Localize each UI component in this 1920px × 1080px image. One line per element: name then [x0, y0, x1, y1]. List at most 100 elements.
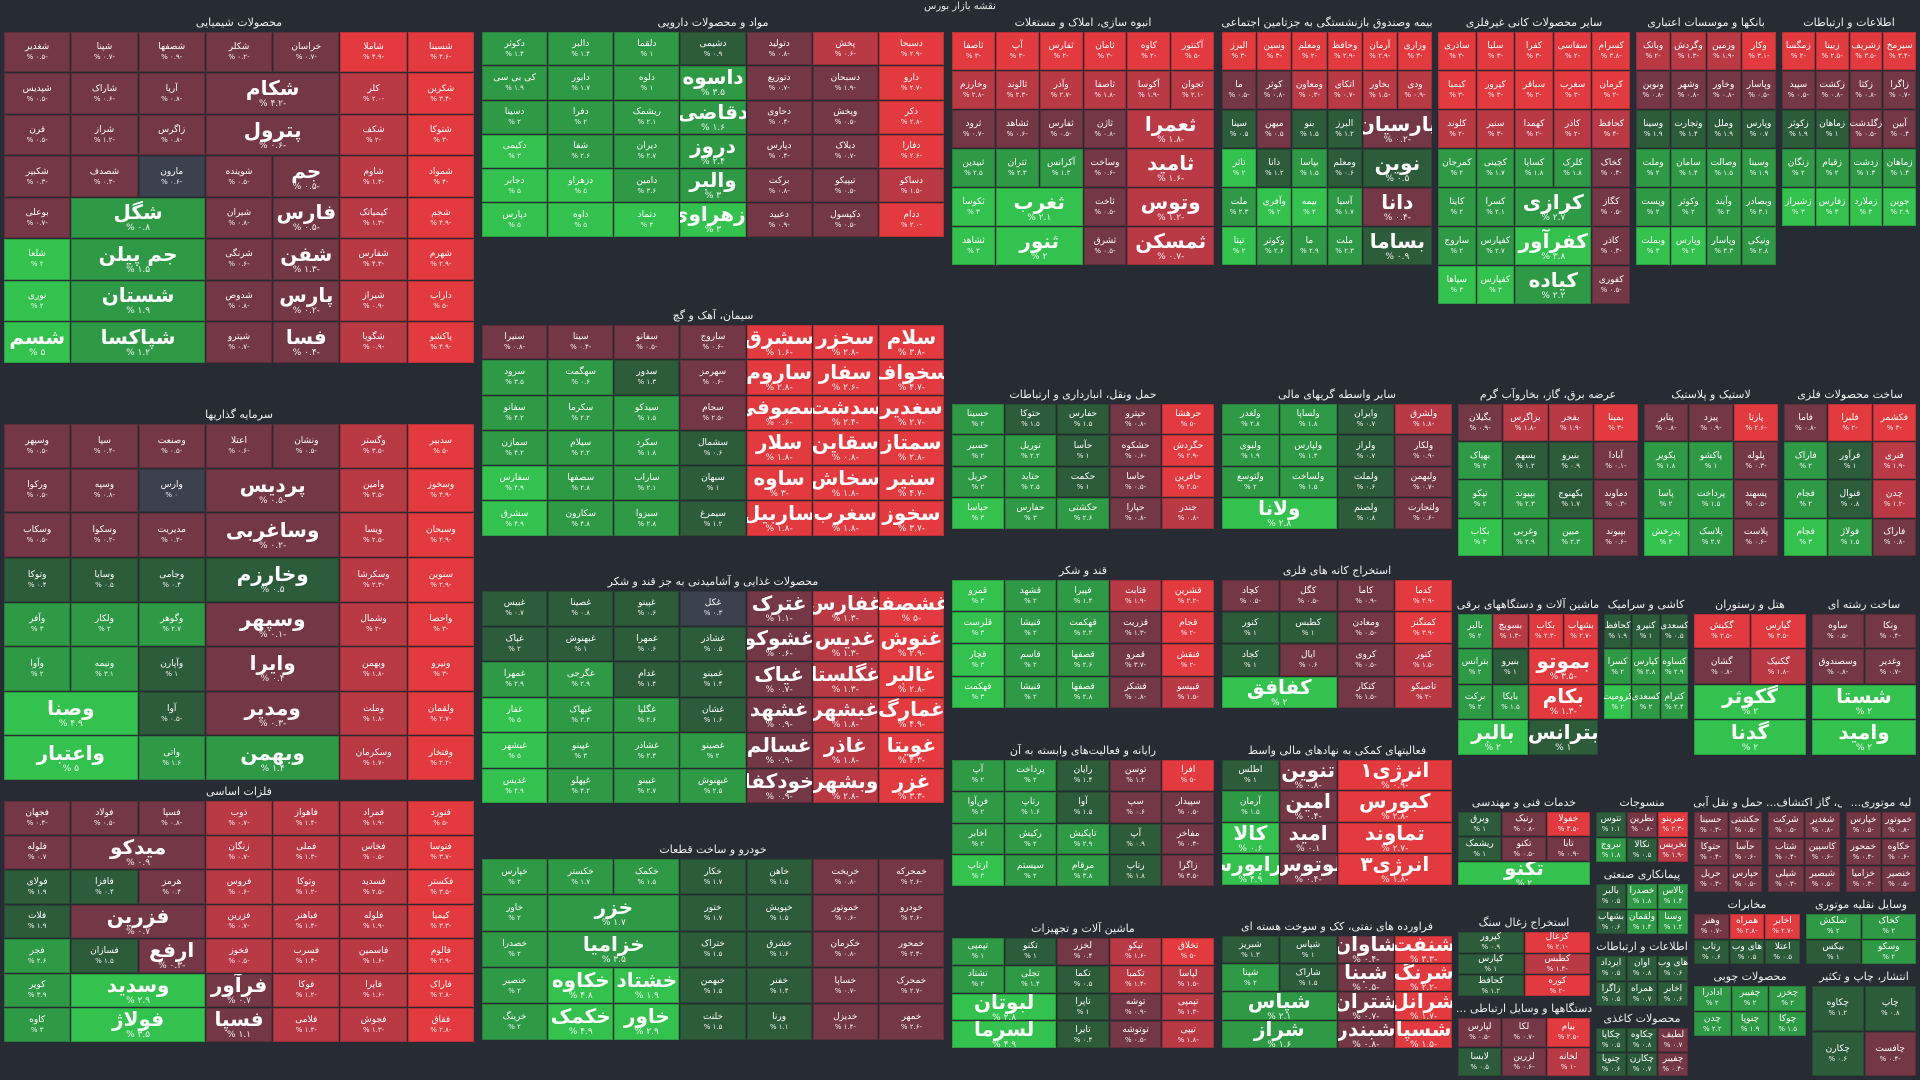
- stock-tile[interactable]: ملت ۲.۳ %: [1222, 188, 1257, 226]
- stock-tile[interactable]: لوتوس-۰.۴ %: [1279, 854, 1337, 885]
- stock-tile[interactable]: وسکوا -۰.۲ %: [71, 513, 138, 557]
- stock-tile[interactable]: غترک -۱.۱ %: [746, 591, 812, 626]
- stock-tile[interactable]: کمرجان ۲ %: [1438, 149, 1476, 187]
- stock-tile[interactable]: شتاب -۰.۴ %: [1768, 839, 1804, 865]
- stock-tile[interactable]: نبروج ۱.۸ %: [1596, 837, 1626, 862]
- stock-tile[interactable]: فن‌آوا ۲ %: [952, 791, 1004, 823]
- stock-tile[interactable]: شپاکسا ۱.۲ %: [71, 322, 205, 363]
- stock-tile[interactable]: شغدیر -۰.۵ %: [4, 32, 71, 73]
- stock-tile[interactable]: کچاد -۰.۵ %: [1222, 580, 1279, 612]
- stock-tile[interactable]: زشیراز ۳ %: [1782, 188, 1815, 226]
- stock-tile[interactable]: کساپا ۱.۸ %: [1515, 149, 1553, 187]
- stock-tile[interactable]: حفارس ۳ %: [1004, 498, 1057, 529]
- stock-tile[interactable]: سجام -۲.۵ %: [680, 395, 746, 430]
- stock-tile[interactable]: کدما -۲.۹ %: [1395, 580, 1452, 612]
- stock-tile[interactable]: دفرا ۲ %: [548, 100, 614, 134]
- stock-tile[interactable]: ثفارس -۲ %: [1039, 32, 1083, 70]
- stock-tile[interactable]: تابا -۰.۹ %: [1546, 836, 1590, 861]
- stock-tile[interactable]: وملت -۱.۸ %: [340, 691, 407, 736]
- stock-tile[interactable]: آریا -۰.۸ %: [138, 73, 205, 114]
- stock-tile[interactable]: ثشرق -۰.۵ %: [1083, 227, 1127, 265]
- stock-tile[interactable]: خموتور -۰.۸ %: [1881, 812, 1916, 838]
- stock-tile[interactable]: شاوان -۰.۴ %: [1337, 936, 1395, 964]
- stock-tile[interactable]: حپترو -۰.۸ %: [1109, 404, 1162, 435]
- stock-tile[interactable]: فنورد -۵ %: [407, 801, 474, 835]
- stock-tile[interactable]: ریشمک ۲.۱ %: [614, 100, 680, 134]
- stock-tile[interactable]: تپمپی ۱ %: [952, 938, 1004, 965]
- stock-tile[interactable]: ددام -۲.۰ %: [878, 203, 944, 237]
- stock-tile[interactable]: بیام -۲.۵ %: [1546, 1018, 1590, 1047]
- stock-tile[interactable]: مرقام ۳.۸ %: [1057, 855, 1109, 887]
- stock-tile[interactable]: لطیف ۰.۷ %: [1658, 1028, 1688, 1052]
- stock-tile[interactable]: شدوص -۰.۸ %: [205, 280, 273, 322]
- stock-tile[interactable]: پاسا ۲ %: [1644, 480, 1688, 518]
- stock-tile[interactable]: ساروج -۰.۶ %: [680, 325, 746, 360]
- stock-tile[interactable]: فمراد -۱.۹ %: [340, 801, 407, 835]
- stock-tile[interactable]: کرازی ۲.۷ %: [1515, 188, 1592, 226]
- stock-tile[interactable]: خفنر ۱.۴ %: [746, 967, 812, 1004]
- stock-tile[interactable]: ملت ۲.۳ %: [1327, 227, 1362, 265]
- stock-tile[interactable]: شبصیر -۰.۵ %: [1804, 866, 1840, 892]
- stock-tile[interactable]: ولملت ۰.۶ %: [1337, 466, 1395, 498]
- stock-tile[interactable]: غاذر -۱.۸ %: [812, 733, 878, 768]
- stock-tile[interactable]: لسرما ۴.۹ %: [952, 1021, 1057, 1049]
- stock-tile[interactable]: فجهان -۰.۴ %: [4, 801, 71, 835]
- stock-tile[interactable]: غیاک -۰.۷ %: [746, 662, 812, 697]
- stock-tile[interactable]: ساروم -۲.۸ %: [746, 360, 812, 395]
- stock-tile[interactable]: تنوین -۰.۸ %: [1279, 760, 1337, 791]
- stock-tile[interactable]: فاراک -۰.۸ %: [1872, 518, 1916, 556]
- stock-tile[interactable]: کگاز -۰.۵ %: [1592, 188, 1630, 226]
- stock-tile[interactable]: وتوکا ۰.۴ %: [4, 557, 71, 602]
- stock-tile[interactable]: کبورس -۲.۸ %: [1337, 791, 1452, 822]
- stock-tile[interactable]: لخزر ۰.۴ %: [1057, 938, 1109, 965]
- stock-tile[interactable]: داراب -۵ %: [407, 280, 474, 322]
- stock-tile[interactable]: خساپا -۰.۷ %: [812, 967, 878, 1004]
- stock-tile[interactable]: سفانو ۴.۲ %: [482, 395, 548, 430]
- stock-tile[interactable]: فولای ۱.۹ %: [4, 870, 71, 904]
- stock-tile[interactable]: حپارا -۰.۸ %: [1109, 498, 1162, 529]
- stock-tile[interactable]: وصنعت -۰.۵ %: [138, 424, 205, 468]
- stock-tile[interactable]: خزامیا ۳.۵ %: [548, 931, 680, 967]
- stock-tile[interactable]: لپاسا -۱.۵ %: [1162, 965, 1214, 993]
- stock-tile[interactable]: سفانو -۰.۵ %: [614, 325, 680, 360]
- stock-tile[interactable]: غفارس -۱.۳ %: [812, 591, 878, 626]
- stock-tile[interactable]: ثشاهد -۰.۶ %: [995, 110, 1039, 148]
- stock-tile[interactable]: خلنت ۱.۵ %: [680, 1004, 746, 1040]
- stock-tile[interactable]: پارسیان-۰.۲ %: [1362, 110, 1432, 148]
- stock-tile[interactable]: فسدید -۲.۵ %: [340, 870, 407, 904]
- stock-tile[interactable]: وگستر -۳.۵ %: [340, 424, 407, 468]
- stock-tile[interactable]: کچینی ۱.۷ %: [1476, 149, 1515, 187]
- stock-tile[interactable]: وسپهر -۰.۵ %: [4, 424, 71, 468]
- stock-tile[interactable]: دزهراو ۵ %: [548, 169, 614, 203]
- stock-tile[interactable]: وصنا ۴.۹ %: [4, 691, 138, 736]
- stock-tile[interactable]: سکارون ۴.۸ %: [548, 501, 614, 536]
- stock-tile[interactable]: ثشاهد ۳ %: [952, 227, 995, 265]
- stock-tile[interactable]: فکشمر -۳ %: [1872, 404, 1916, 442]
- stock-tile[interactable]: قاسم ۲ %: [1004, 644, 1057, 676]
- stock-tile[interactable]: بترانس ۱ %: [1528, 720, 1598, 755]
- stock-tile[interactable]: سخواف -۴.۷ %: [878, 360, 944, 395]
- stock-tile[interactable]: خکستر ۱.۷ %: [548, 859, 614, 895]
- stock-tile[interactable]: چدن ۲.۲ %: [1694, 1011, 1731, 1036]
- stock-tile[interactable]: وسبحان -۲.۹ %: [407, 513, 474, 557]
- stock-tile[interactable]: ثتران ۲.۳ %: [995, 149, 1039, 187]
- stock-tile[interactable]: ولشرق -۱.۸ %: [1395, 404, 1452, 435]
- stock-tile[interactable]: غکل ۰.۳ %: [680, 591, 746, 626]
- stock-tile[interactable]: بالبر ۲ %: [1458, 720, 1528, 755]
- stock-tile[interactable]: های وب ۰.۵ %: [1729, 939, 1765, 964]
- stock-tile[interactable]: شرکت -۰.۵ %: [1768, 812, 1804, 838]
- stock-tile[interactable]: سدور ۱.۳ %: [614, 360, 680, 395]
- stock-tile[interactable]: سنیر -۴.۷ %: [878, 466, 944, 501]
- stock-tile[interactable]: حرهشا -۵ %: [1162, 404, 1214, 435]
- stock-tile[interactable]: زاگرا -۳.۵ %: [1162, 855, 1214, 887]
- stock-tile[interactable]: ارتاپ ۳ %: [952, 855, 1004, 887]
- stock-tile[interactable]: سیرمخ -۳.۴ %: [1883, 32, 1916, 70]
- stock-tile[interactable]: هرمز ۰.۴ %: [138, 870, 205, 904]
- stock-tile[interactable]: کهمدا -۲ %: [1515, 110, 1553, 148]
- stock-tile[interactable]: ولساخت ۱.۵ %: [1279, 466, 1337, 498]
- stock-tile[interactable]: خکاوه -۰.۶ %: [1881, 839, 1916, 865]
- stock-tile[interactable]: کسرام -۳.۸ %: [1592, 32, 1630, 70]
- stock-tile[interactable]: غبشهر ۵ %: [482, 733, 548, 768]
- stock-tile[interactable]: فولاژ ۱.۵ %: [1828, 518, 1872, 556]
- stock-tile[interactable]: خمحور -۲.۴ %: [878, 931, 944, 967]
